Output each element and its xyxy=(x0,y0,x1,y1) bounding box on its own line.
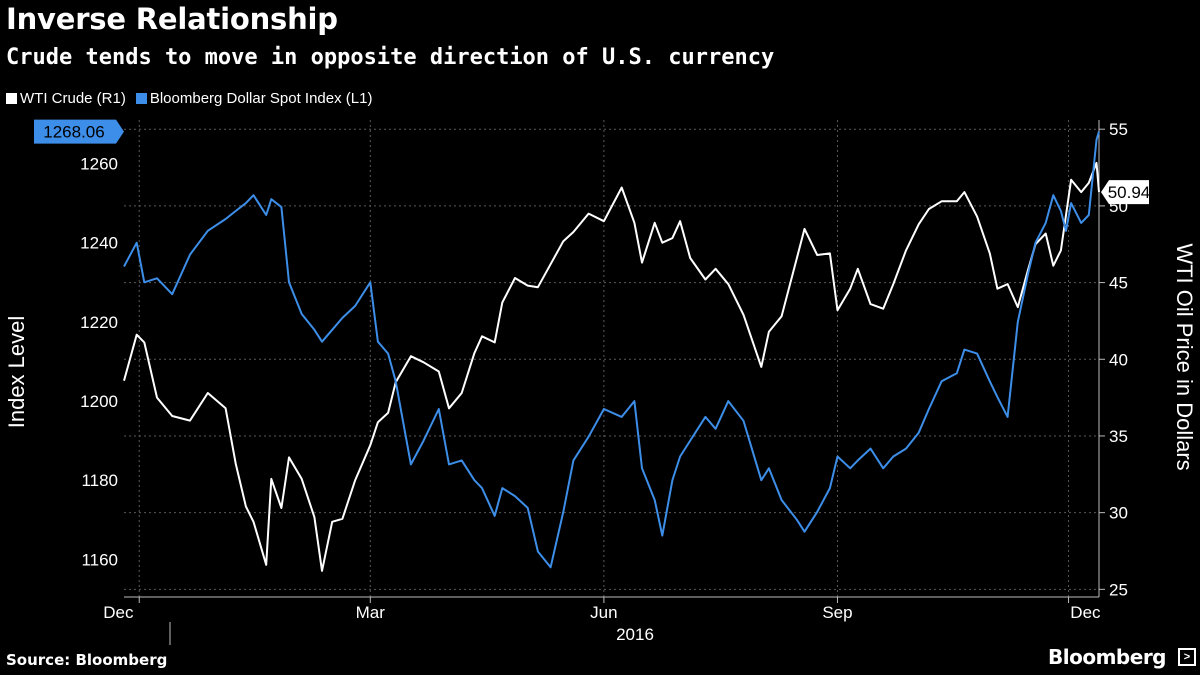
y-right-tick-label: 45 xyxy=(1109,274,1128,293)
wti-last-value-box xyxy=(1101,180,1149,205)
y-left-tick-label: 1200 xyxy=(80,392,118,411)
y-right-tick-label: 55 xyxy=(1109,120,1128,139)
y-left-tick-label: 1240 xyxy=(80,234,118,253)
x-year-label: 2016 xyxy=(616,625,654,644)
wti-last-value-label: 50.94 xyxy=(1108,183,1151,202)
legend-swatch-wti xyxy=(6,93,17,104)
legend-swatch-dollar xyxy=(135,93,147,104)
source-note: Source: Bloomberg xyxy=(6,651,168,669)
brand-logo: Bloomberg xyxy=(1048,645,1166,669)
series-line-dollar xyxy=(123,131,1100,569)
y-right-axis-title: WTI Oil Price in Dollars xyxy=(1172,243,1197,470)
plot-frame xyxy=(124,120,1105,645)
legend-label-wti: WTI Crude (R1) xyxy=(20,90,126,107)
legend: WTI Crude (R1) Bloomberg Dollar Spot Ind… xyxy=(6,90,382,107)
y-left-tick-label: 1260 xyxy=(80,155,118,174)
x-tick-label: Jun xyxy=(590,603,617,622)
y-left-tick-label: 1160 xyxy=(81,550,118,569)
y-right-tick-label: 40 xyxy=(1109,350,1128,369)
y-right-tick-label: 35 xyxy=(1109,427,1128,446)
y-right-tick-label: 30 xyxy=(1109,504,1128,523)
x-tick-label: Mar xyxy=(356,603,386,622)
x-tick-label: Sep xyxy=(822,603,852,622)
y-left-axis-title: Index Level xyxy=(4,316,29,429)
y-right-tick-label: 25 xyxy=(1109,580,1128,599)
chart-subtitle: Crude tends to move in opposite directio… xyxy=(6,45,775,70)
legend-label-dollar: Bloomberg Dollar Spot Index (L1) xyxy=(149,90,373,107)
y-left-tick-label: 1180 xyxy=(81,471,118,490)
axis-labels: 25303540455055116011801200122012401260De… xyxy=(34,119,1151,622)
grid-lines xyxy=(124,120,1099,597)
x-tick-label: Dec xyxy=(103,603,134,622)
series-line-wti xyxy=(123,161,1100,572)
legend-item-wti: WTI Crude (R1) xyxy=(6,90,126,107)
chart-title: Inverse Relationship xyxy=(6,2,338,36)
y-left-tick-label: 1220 xyxy=(80,313,118,332)
dollar-last-value-label: 1268.06 xyxy=(43,123,104,142)
legend-item-dollar: Bloomberg Dollar Spot Index (L1) xyxy=(135,90,373,107)
x-tick-label: Dec xyxy=(1070,603,1101,622)
dollar-last-value-box xyxy=(34,119,124,144)
terminal-icon: > xyxy=(1178,648,1196,666)
series-lines xyxy=(123,131,1100,572)
